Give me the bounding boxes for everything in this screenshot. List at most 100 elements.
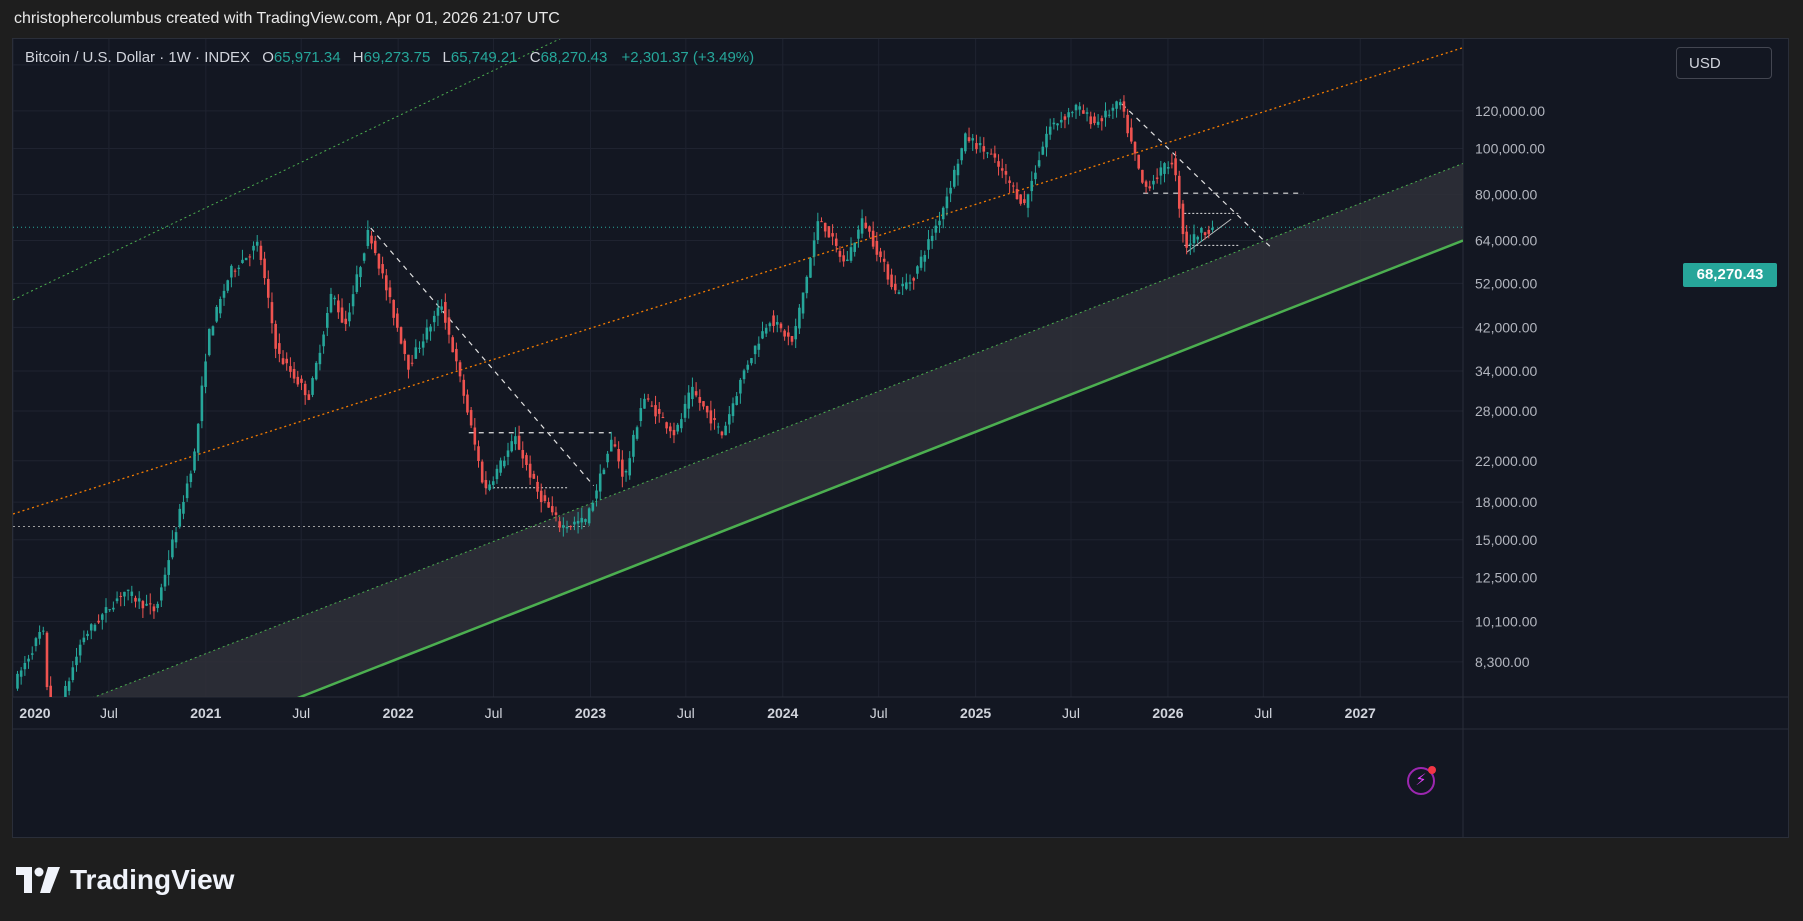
currency-button[interactable]: USD (1676, 47, 1772, 79)
candle-body (945, 196, 949, 209)
candle-body (1096, 121, 1100, 125)
trendline-upper-green-dotted (13, 39, 561, 301)
candle-body (1059, 119, 1063, 123)
candle-body (1071, 112, 1074, 114)
candle-body (112, 607, 115, 610)
x-tick-label: 2026 (1152, 705, 1183, 721)
candle-body (1118, 102, 1122, 106)
candle-body (289, 366, 292, 372)
candle-body (798, 307, 801, 329)
y-tick-label: 18,000.00 (1475, 494, 1537, 510)
candle-body (134, 597, 137, 602)
candle-body (698, 397, 702, 403)
candle-body (414, 347, 418, 359)
candle-body (971, 138, 975, 141)
candle-body (303, 383, 307, 396)
candle-body (871, 230, 875, 247)
candle-body (185, 483, 189, 499)
x-tick-label: 2020 (19, 705, 50, 721)
candle-body (189, 473, 193, 483)
candle-body (1126, 114, 1129, 134)
x-tick-label: Jul (292, 705, 310, 721)
candle-body (182, 501, 185, 514)
candle-body (897, 292, 901, 294)
candle-body (908, 282, 912, 284)
candle-body (252, 245, 255, 251)
candle-body (882, 258, 886, 262)
lightning-icon[interactable]: ⚡ (1407, 766, 1436, 795)
candle-body (879, 251, 882, 258)
candle-body (193, 451, 196, 471)
candle-body (846, 259, 849, 262)
candle-body (716, 426, 720, 428)
close-label: C (529, 49, 541, 66)
candle-body (1133, 141, 1137, 154)
tradingview-brand[interactable]: TradingView (16, 862, 234, 898)
candle-body (949, 187, 952, 194)
candle-body (978, 143, 982, 146)
candle-body (772, 315, 775, 326)
candle-body (672, 429, 676, 436)
candle-body (779, 323, 783, 329)
candle-body (893, 283, 897, 291)
candle-body (60, 706, 63, 710)
candle-body (64, 686, 67, 697)
candle-body (1137, 154, 1140, 169)
candle-body (838, 251, 842, 257)
candle-body (687, 392, 691, 409)
candle-body (200, 385, 204, 422)
price-chart[interactable]: 120,000.00 100,000.00 80,000.00 64,000.00 52… (13, 39, 1789, 838)
candle-body (222, 290, 226, 298)
candle-body (49, 685, 52, 697)
x-tick-label: 2021 (190, 705, 221, 721)
candle-body (141, 601, 145, 609)
candle-body (325, 312, 329, 328)
candle-body (1189, 243, 1192, 245)
candle-body (491, 481, 495, 486)
candle-body (455, 348, 458, 362)
candle-body (746, 364, 750, 370)
candle-body (1034, 172, 1037, 180)
chart-pane[interactable]: 120,000.00 100,000.00 80,000.00 64,000.00 52… (12, 38, 1789, 838)
candle-body (805, 276, 809, 294)
candle-body (1104, 110, 1107, 118)
candle-body (569, 526, 573, 528)
candle-body (1200, 227, 1203, 233)
candle-body (916, 266, 919, 274)
candle-body (495, 468, 499, 480)
x-tick-label: 2025 (960, 705, 991, 721)
x-tick-label: 2022 (383, 705, 414, 721)
candle-body (761, 331, 764, 339)
candle-body (886, 264, 890, 280)
candle-body (38, 631, 41, 639)
candle-body (1196, 236, 1200, 240)
candle-body (86, 633, 89, 637)
high-label: H (352, 49, 364, 66)
y-tick-label: 8,300.00 (1475, 654, 1530, 670)
candle-body (429, 326, 432, 332)
candle-body (78, 644, 82, 656)
candle-body (628, 458, 632, 476)
candle-body (1041, 146, 1045, 155)
y-tick-label: 120,000.00 (1475, 103, 1545, 119)
candle-body (108, 609, 111, 611)
candle-body (292, 368, 296, 379)
candle-body (137, 598, 141, 602)
candle-body (355, 274, 359, 292)
candle-body (941, 207, 945, 220)
candle-body (1012, 185, 1015, 187)
y-tick-label: 42,000.00 (1475, 319, 1537, 335)
x-tick-label: 2027 (1345, 705, 1376, 721)
candle-body (160, 587, 163, 601)
candle-body (27, 658, 30, 662)
candle-body (392, 299, 395, 318)
candle-body (613, 444, 617, 447)
candle-body (554, 512, 558, 515)
candle-body (1063, 116, 1067, 120)
candle-body (775, 322, 779, 325)
candle-body (57, 713, 60, 724)
y-tick-label: 28,000.00 (1475, 403, 1537, 419)
candle-body (53, 721, 56, 735)
candle-body (432, 315, 436, 323)
x-tick-label: Jul (485, 705, 503, 721)
